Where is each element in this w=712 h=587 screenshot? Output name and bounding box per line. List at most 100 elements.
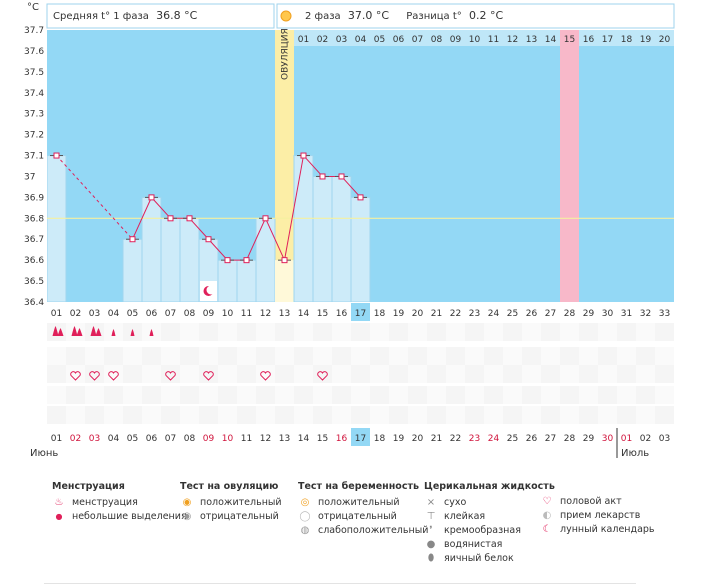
top-day-label: 20 bbox=[659, 35, 671, 45]
cycle-day-label: 21 bbox=[431, 309, 442, 319]
row-cell bbox=[598, 386, 617, 404]
calendar-date-label: 05 bbox=[127, 434, 138, 444]
top-day-label: 18 bbox=[621, 35, 633, 45]
legend-ovulation-test-title: Тест на овуляцию bbox=[180, 481, 279, 492]
calendar-date-label: 04 bbox=[108, 434, 120, 444]
row-cell bbox=[522, 323, 541, 341]
pregnancy-negative-icon: ◯ bbox=[299, 511, 311, 522]
row-cell bbox=[655, 386, 674, 404]
phase1-summary: Средняя t° 1 фаза 36.8 °C bbox=[53, 9, 198, 22]
top-day-label: 19 bbox=[640, 35, 652, 45]
top-day-label: 16 bbox=[583, 35, 595, 45]
legend-item: ◎ положительный bbox=[298, 496, 428, 510]
row-cell bbox=[598, 406, 617, 424]
data-point bbox=[243, 257, 250, 264]
row-cell bbox=[294, 386, 313, 404]
heart-icon bbox=[89, 371, 100, 381]
row-cell bbox=[655, 323, 674, 341]
phase2-summary: 2 фаза 37.0 °C Разница t° 0.2 °C bbox=[305, 9, 503, 22]
cycle-day-label: 31 bbox=[621, 309, 632, 319]
row-cell bbox=[199, 323, 218, 341]
row-cell bbox=[484, 386, 503, 404]
row-cell bbox=[332, 365, 351, 383]
row-cell bbox=[541, 323, 560, 341]
top-day-label: 06 bbox=[393, 35, 405, 45]
row-cell bbox=[104, 406, 123, 424]
data-point bbox=[129, 236, 136, 243]
y-tick-label: 37.3 bbox=[24, 110, 44, 120]
cycle-day-label: 02 bbox=[70, 309, 81, 319]
legend-item: × сухо bbox=[424, 496, 555, 510]
row-cell bbox=[389, 406, 408, 424]
row-cell bbox=[370, 323, 389, 341]
row-cell bbox=[275, 406, 294, 424]
top-day-strip bbox=[294, 30, 674, 46]
row-cell bbox=[579, 386, 598, 404]
row-cell bbox=[655, 365, 674, 383]
row-cell bbox=[218, 406, 237, 424]
menstruation-icon bbox=[52, 326, 59, 336]
row-cell bbox=[560, 406, 579, 424]
row-cell bbox=[275, 347, 294, 365]
top-day-label: 01 bbox=[298, 35, 309, 45]
month-start-label: Июнь bbox=[30, 448, 58, 459]
cycle-day-label: 29 bbox=[583, 309, 595, 319]
cycle-day-label: 06 bbox=[146, 309, 158, 319]
row-cell bbox=[294, 347, 313, 365]
data-point bbox=[338, 173, 345, 180]
menstruation-icon bbox=[57, 328, 64, 336]
calendar-date-label: 03 bbox=[659, 434, 670, 444]
row-cell bbox=[598, 323, 617, 341]
temperature-bar bbox=[217, 259, 238, 302]
row-cell bbox=[579, 323, 598, 341]
calendar-date-label: 02 bbox=[70, 434, 81, 444]
row-cell bbox=[161, 323, 180, 341]
legend-item: ◍ слабоположительный bbox=[298, 524, 429, 538]
calendar-date-label: 01 bbox=[621, 434, 632, 444]
legend-item: ◉ положительный bbox=[180, 496, 282, 510]
pregnancy-weak-icon: ◍ bbox=[300, 525, 310, 536]
cycle-day-label: 25 bbox=[507, 309, 518, 319]
row-cell bbox=[541, 365, 560, 383]
negative-test-icon: ◉ bbox=[182, 511, 192, 522]
row-cell bbox=[465, 347, 484, 365]
heart-icon bbox=[70, 371, 81, 381]
calendar-date-label: 27 bbox=[545, 434, 556, 444]
series-line bbox=[265, 218, 285, 261]
row-cell bbox=[446, 323, 465, 341]
row-cell bbox=[541, 386, 560, 404]
temperature-bar bbox=[255, 217, 276, 302]
row-cell bbox=[351, 386, 370, 404]
cycle-day-label: 01 bbox=[51, 309, 62, 319]
row-cell bbox=[142, 386, 161, 404]
row-cell bbox=[47, 347, 66, 365]
row-cell bbox=[313, 347, 332, 365]
heart-icon bbox=[108, 371, 119, 381]
y-axis: 37.7 37.6 37.5 37.4 37.3 37.2 37.1 37 36.9 36.8 36… bbox=[24, 26, 44, 308]
calendar-date-label: 22 bbox=[450, 434, 461, 444]
top-day-label: 17 bbox=[602, 35, 613, 45]
row-cell bbox=[408, 406, 427, 424]
row-cell bbox=[294, 406, 313, 424]
data-point bbox=[148, 194, 155, 201]
row-cell bbox=[560, 365, 579, 383]
series-line bbox=[303, 155, 323, 177]
cycle-day-label: 26 bbox=[526, 309, 538, 319]
row-cell bbox=[617, 386, 636, 404]
cycle-day-label: 22 bbox=[450, 309, 461, 319]
phase2-box bbox=[276, 3, 675, 29]
row-cell bbox=[484, 347, 503, 365]
row-cell bbox=[351, 347, 370, 365]
heart-icon bbox=[203, 371, 214, 381]
cycle-day-label: 05 bbox=[127, 309, 138, 319]
temperature-bar bbox=[350, 196, 371, 302]
row-cell bbox=[275, 365, 294, 383]
row-cell bbox=[237, 323, 256, 341]
cycle-day-label: 28 bbox=[564, 309, 576, 319]
row-cell bbox=[161, 347, 180, 365]
row-cell bbox=[313, 386, 332, 404]
row-cell bbox=[389, 323, 408, 341]
row-cell bbox=[465, 323, 484, 341]
top-day-label: 07 bbox=[412, 35, 423, 45]
